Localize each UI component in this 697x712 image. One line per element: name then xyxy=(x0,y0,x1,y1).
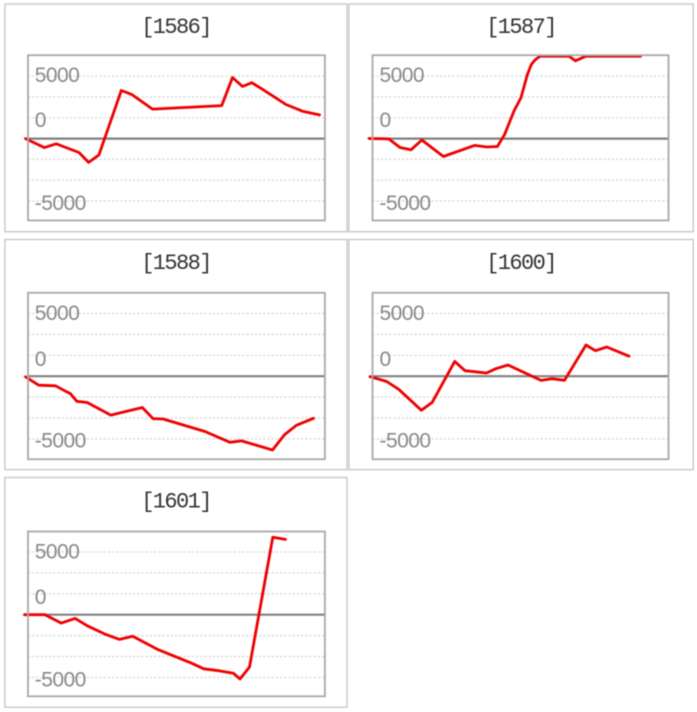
svg-text:0: 0 xyxy=(380,109,391,132)
svg-text:-5000: -5000 xyxy=(35,669,86,692)
svg-text:5000: 5000 xyxy=(380,302,425,325)
svg-text:0: 0 xyxy=(35,109,46,132)
svg-text:-5000: -5000 xyxy=(35,430,86,453)
svg-text:5000: 5000 xyxy=(35,302,80,325)
svg-text:0: 0 xyxy=(35,348,46,371)
svg-text:[1600]: [1600] xyxy=(486,251,556,276)
svg-text:[1587]: [1587] xyxy=(486,15,556,40)
svg-text:-5000: -5000 xyxy=(380,192,431,215)
svg-text:[1601]: [1601] xyxy=(141,489,211,514)
svg-text:5000: 5000 xyxy=(35,540,80,563)
svg-text:[1586]: [1586] xyxy=(141,15,211,40)
svg-text:-5000: -5000 xyxy=(380,430,431,453)
svg-text:5000: 5000 xyxy=(35,64,80,87)
svg-text:-5000: -5000 xyxy=(35,192,86,215)
svg-text:[1588]: [1588] xyxy=(141,251,211,276)
svg-text:0: 0 xyxy=(380,348,391,371)
svg-text:0: 0 xyxy=(35,586,46,609)
svg-text:5000: 5000 xyxy=(380,64,425,87)
